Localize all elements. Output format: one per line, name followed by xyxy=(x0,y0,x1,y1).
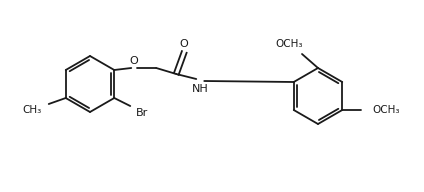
Text: Br: Br xyxy=(136,108,148,118)
Text: CH₃: CH₃ xyxy=(22,105,42,115)
Text: O: O xyxy=(130,56,139,66)
Text: OCH₃: OCH₃ xyxy=(275,39,303,49)
Text: O: O xyxy=(180,39,189,49)
Text: OCH₃: OCH₃ xyxy=(373,105,400,115)
Text: NH: NH xyxy=(192,84,209,94)
